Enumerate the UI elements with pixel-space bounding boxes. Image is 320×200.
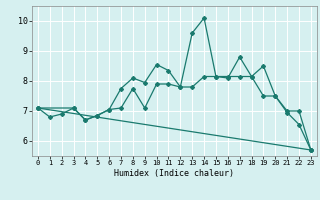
X-axis label: Humidex (Indice chaleur): Humidex (Indice chaleur) [115,169,234,178]
